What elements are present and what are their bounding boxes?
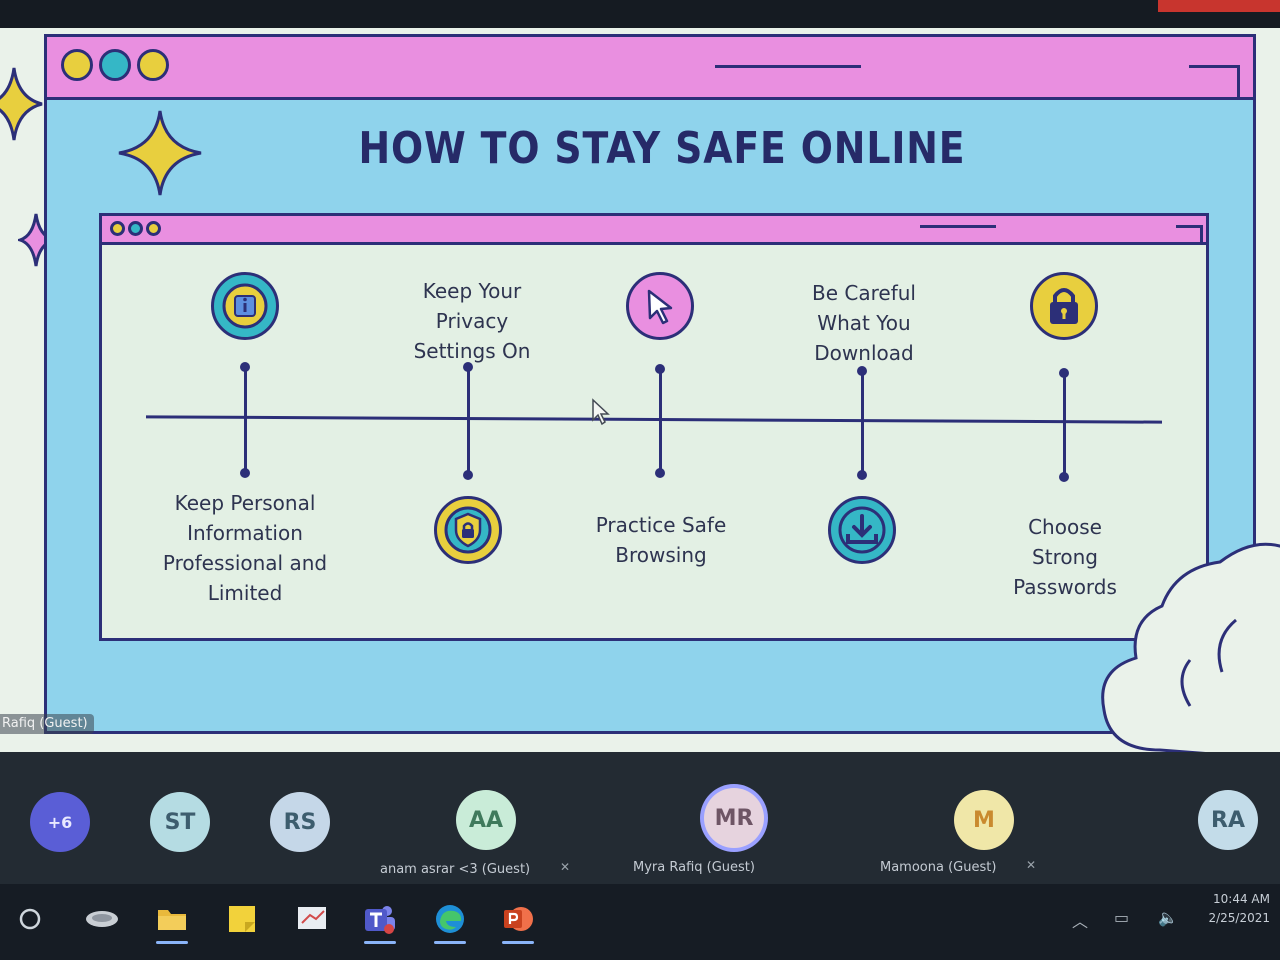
participants-strip: +6 ST RS AA anam asrar <3 (Guest) ✕ MR M… [0, 752, 1280, 884]
clock-date: 2/25/2021 [1208, 911, 1270, 925]
timeline-knob [857, 470, 867, 480]
system-clock[interactable]: 10:44 AM 2/25/2021 [1196, 890, 1270, 928]
volume-icon[interactable]: 🔈 [1158, 908, 1178, 927]
sparkle-icon [118, 110, 202, 196]
slide-window: HOW TO STAY SAFE ONLINE Keep Personal In… [44, 34, 1256, 734]
whiteboard-icon[interactable] [290, 898, 334, 940]
timeline-knob [857, 366, 867, 376]
timeline-knob [463, 362, 473, 372]
timeline-knob [655, 468, 665, 478]
mic-off-icon: ✕ [560, 860, 571, 874]
window-dot-icon [99, 49, 131, 81]
edge-icon[interactable] [428, 898, 472, 944]
timeline-label: Keep Your Privacy Settings On [413, 279, 531, 363]
windows-taskbar: ︿ ▭ 🔈 [0, 884, 1280, 960]
timeline-label: Practice Safe Browsing [595, 513, 727, 567]
panel-titlebar [102, 216, 1206, 245]
clock-time: 10:44 AM [1213, 892, 1270, 906]
titlebar-corner [1189, 65, 1240, 100]
cortana-icon[interactable] [80, 898, 124, 940]
slide-titlebar [47, 37, 1253, 100]
shield-lock-icon [434, 496, 502, 564]
timeline-knob [240, 362, 250, 372]
titlebar-corner [1176, 225, 1203, 245]
sparkle-icon [0, 67, 43, 141]
window-dot-icon [137, 49, 169, 81]
participant-name: Myra Rafiq (Guest) [633, 860, 755, 875]
teams-icon[interactable] [358, 898, 402, 944]
participant-name: anam asrar <3 (Guest) [380, 862, 531, 877]
timeline-panel: Keep Personal Information Professional a… [99, 213, 1209, 641]
overflow-participants-button[interactable]: +6 [30, 792, 90, 852]
file-explorer-icon[interactable] [150, 898, 194, 944]
cursor-icon [626, 272, 694, 340]
window-dot-icon [146, 221, 161, 236]
slide-title: HOW TO STAY SAFE ONLINE [358, 123, 966, 174]
presenter-name-tag: Rafiq (Guest) [0, 714, 94, 734]
participant-name: Mamoona (Guest) [880, 860, 997, 875]
chevron-up-icon[interactable]: ︿ [1072, 912, 1089, 931]
timeline-label: Be Careful What You Download [812, 281, 916, 365]
timeline-knob [655, 364, 665, 374]
titlebar-line [715, 65, 861, 68]
window-dot-icon [110, 221, 125, 236]
padlock-icon [1030, 272, 1098, 340]
participant-avatar[interactable]: M [954, 790, 1014, 850]
powerpoint-icon[interactable] [496, 898, 540, 944]
timeline-knob [1059, 472, 1069, 482]
network-icon[interactable]: ▭ [1114, 908, 1130, 927]
timeline-label: Choose Strong Passwords [1013, 515, 1117, 599]
mouse-pointer-icon [592, 398, 610, 426]
timeline-knob [463, 470, 473, 480]
timeline-stem [1063, 372, 1066, 476]
timeline-stem [659, 368, 662, 472]
timeline-stem [861, 370, 864, 474]
shared-screen: HOW TO STAY SAFE ONLINE Keep Personal In… [0, 0, 1280, 752]
participant-avatar[interactable]: AA [456, 790, 516, 850]
timeline-stem [244, 366, 247, 472]
participant-avatar-speaking[interactable]: MR [704, 788, 764, 848]
participant-avatar[interactable]: RA [1198, 790, 1258, 850]
timeline-stem [467, 366, 470, 474]
window-dot-icon [128, 221, 143, 236]
titlebar-line [920, 225, 996, 228]
download-icon [828, 496, 896, 564]
window-dot-icon [61, 49, 93, 81]
search-circle-icon[interactable] [8, 898, 52, 940]
timeline-axis [145, 415, 1163, 424]
timeline-knob [1059, 368, 1069, 378]
timeline-knob [240, 468, 250, 478]
participant-avatar[interactable]: ST [150, 792, 210, 852]
sticky-notes-icon[interactable] [220, 898, 264, 940]
leave-button[interactable] [1158, 0, 1280, 12]
meeting-top-bar [0, 0, 1280, 28]
timeline-label: Keep Personal Information Professional a… [162, 491, 328, 605]
info-icon [211, 272, 279, 340]
cloud-icon [1101, 542, 1280, 752]
mic-off-icon: ✕ [1026, 858, 1037, 872]
participant-avatar[interactable]: RS [270, 792, 330, 852]
